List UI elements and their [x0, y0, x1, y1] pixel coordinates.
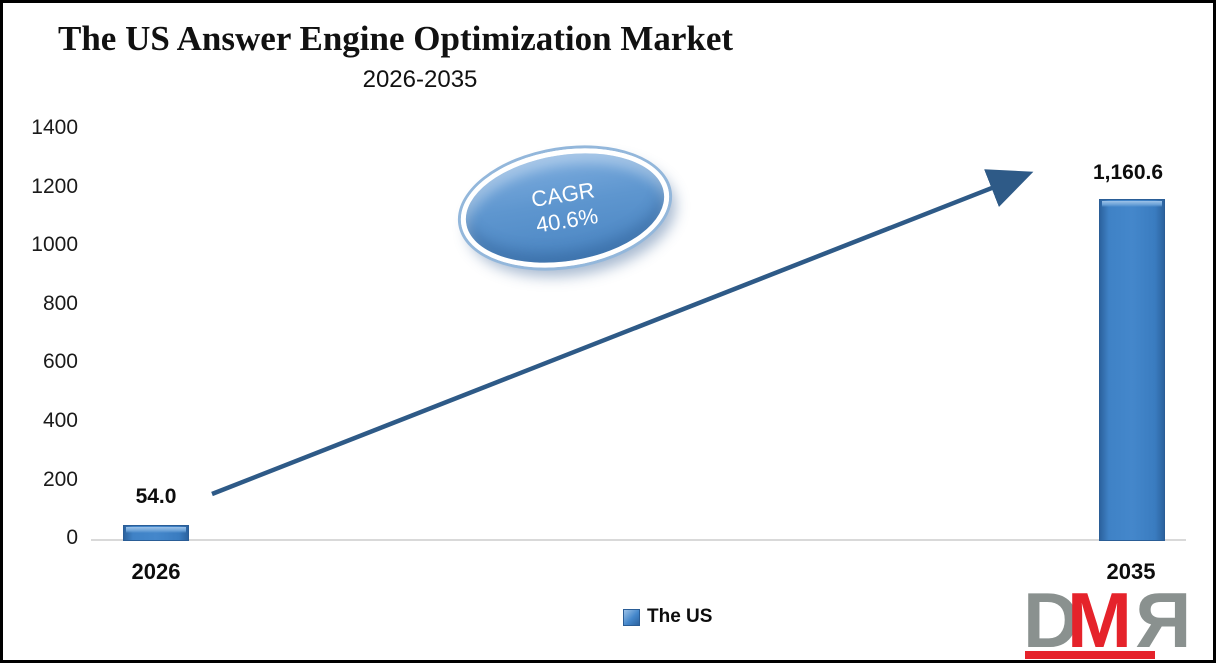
- logo-letter-m: M: [1067, 576, 1132, 663]
- bar-2026: [123, 525, 189, 541]
- legend: The US: [623, 606, 712, 628]
- bar-2035: [1099, 199, 1165, 541]
- logo-letter-d: D: [1023, 576, 1079, 663]
- x-axis-line: [91, 539, 1186, 541]
- value-label-2026: 54.0: [135, 485, 177, 508]
- legend-label: The US: [647, 606, 713, 627]
- y-axis-tick: 1200: [31, 175, 78, 198]
- y-axis-tick: 0: [66, 526, 78, 549]
- y-axis-tick: 400: [42, 409, 78, 432]
- x-axis-label-2026: 2026: [131, 559, 181, 584]
- chart-subtitle: 2026-2035: [362, 66, 478, 93]
- logo-letter-r: R: [1139, 576, 1192, 663]
- legend-marker-icon: [623, 608, 640, 626]
- dmr-logo: D M R: [1023, 576, 1207, 660]
- x-axis-label-2035: 2035: [1106, 559, 1156, 584]
- logo-underbar: [1025, 651, 1155, 659]
- y-axis-tick: 600: [42, 350, 78, 373]
- y-axis-tick: 1000: [31, 233, 78, 256]
- value-label-2035: 1,160.6: [1092, 161, 1164, 184]
- y-axis-tick: 800: [42, 292, 78, 315]
- y-axis-tick: 200: [42, 468, 78, 491]
- y-axis-tick: 1400: [31, 116, 78, 139]
- cagr-badge: CAGR 40.6%: [452, 134, 678, 282]
- chart-title: The US Answer Engine Optimization Market: [58, 19, 734, 58]
